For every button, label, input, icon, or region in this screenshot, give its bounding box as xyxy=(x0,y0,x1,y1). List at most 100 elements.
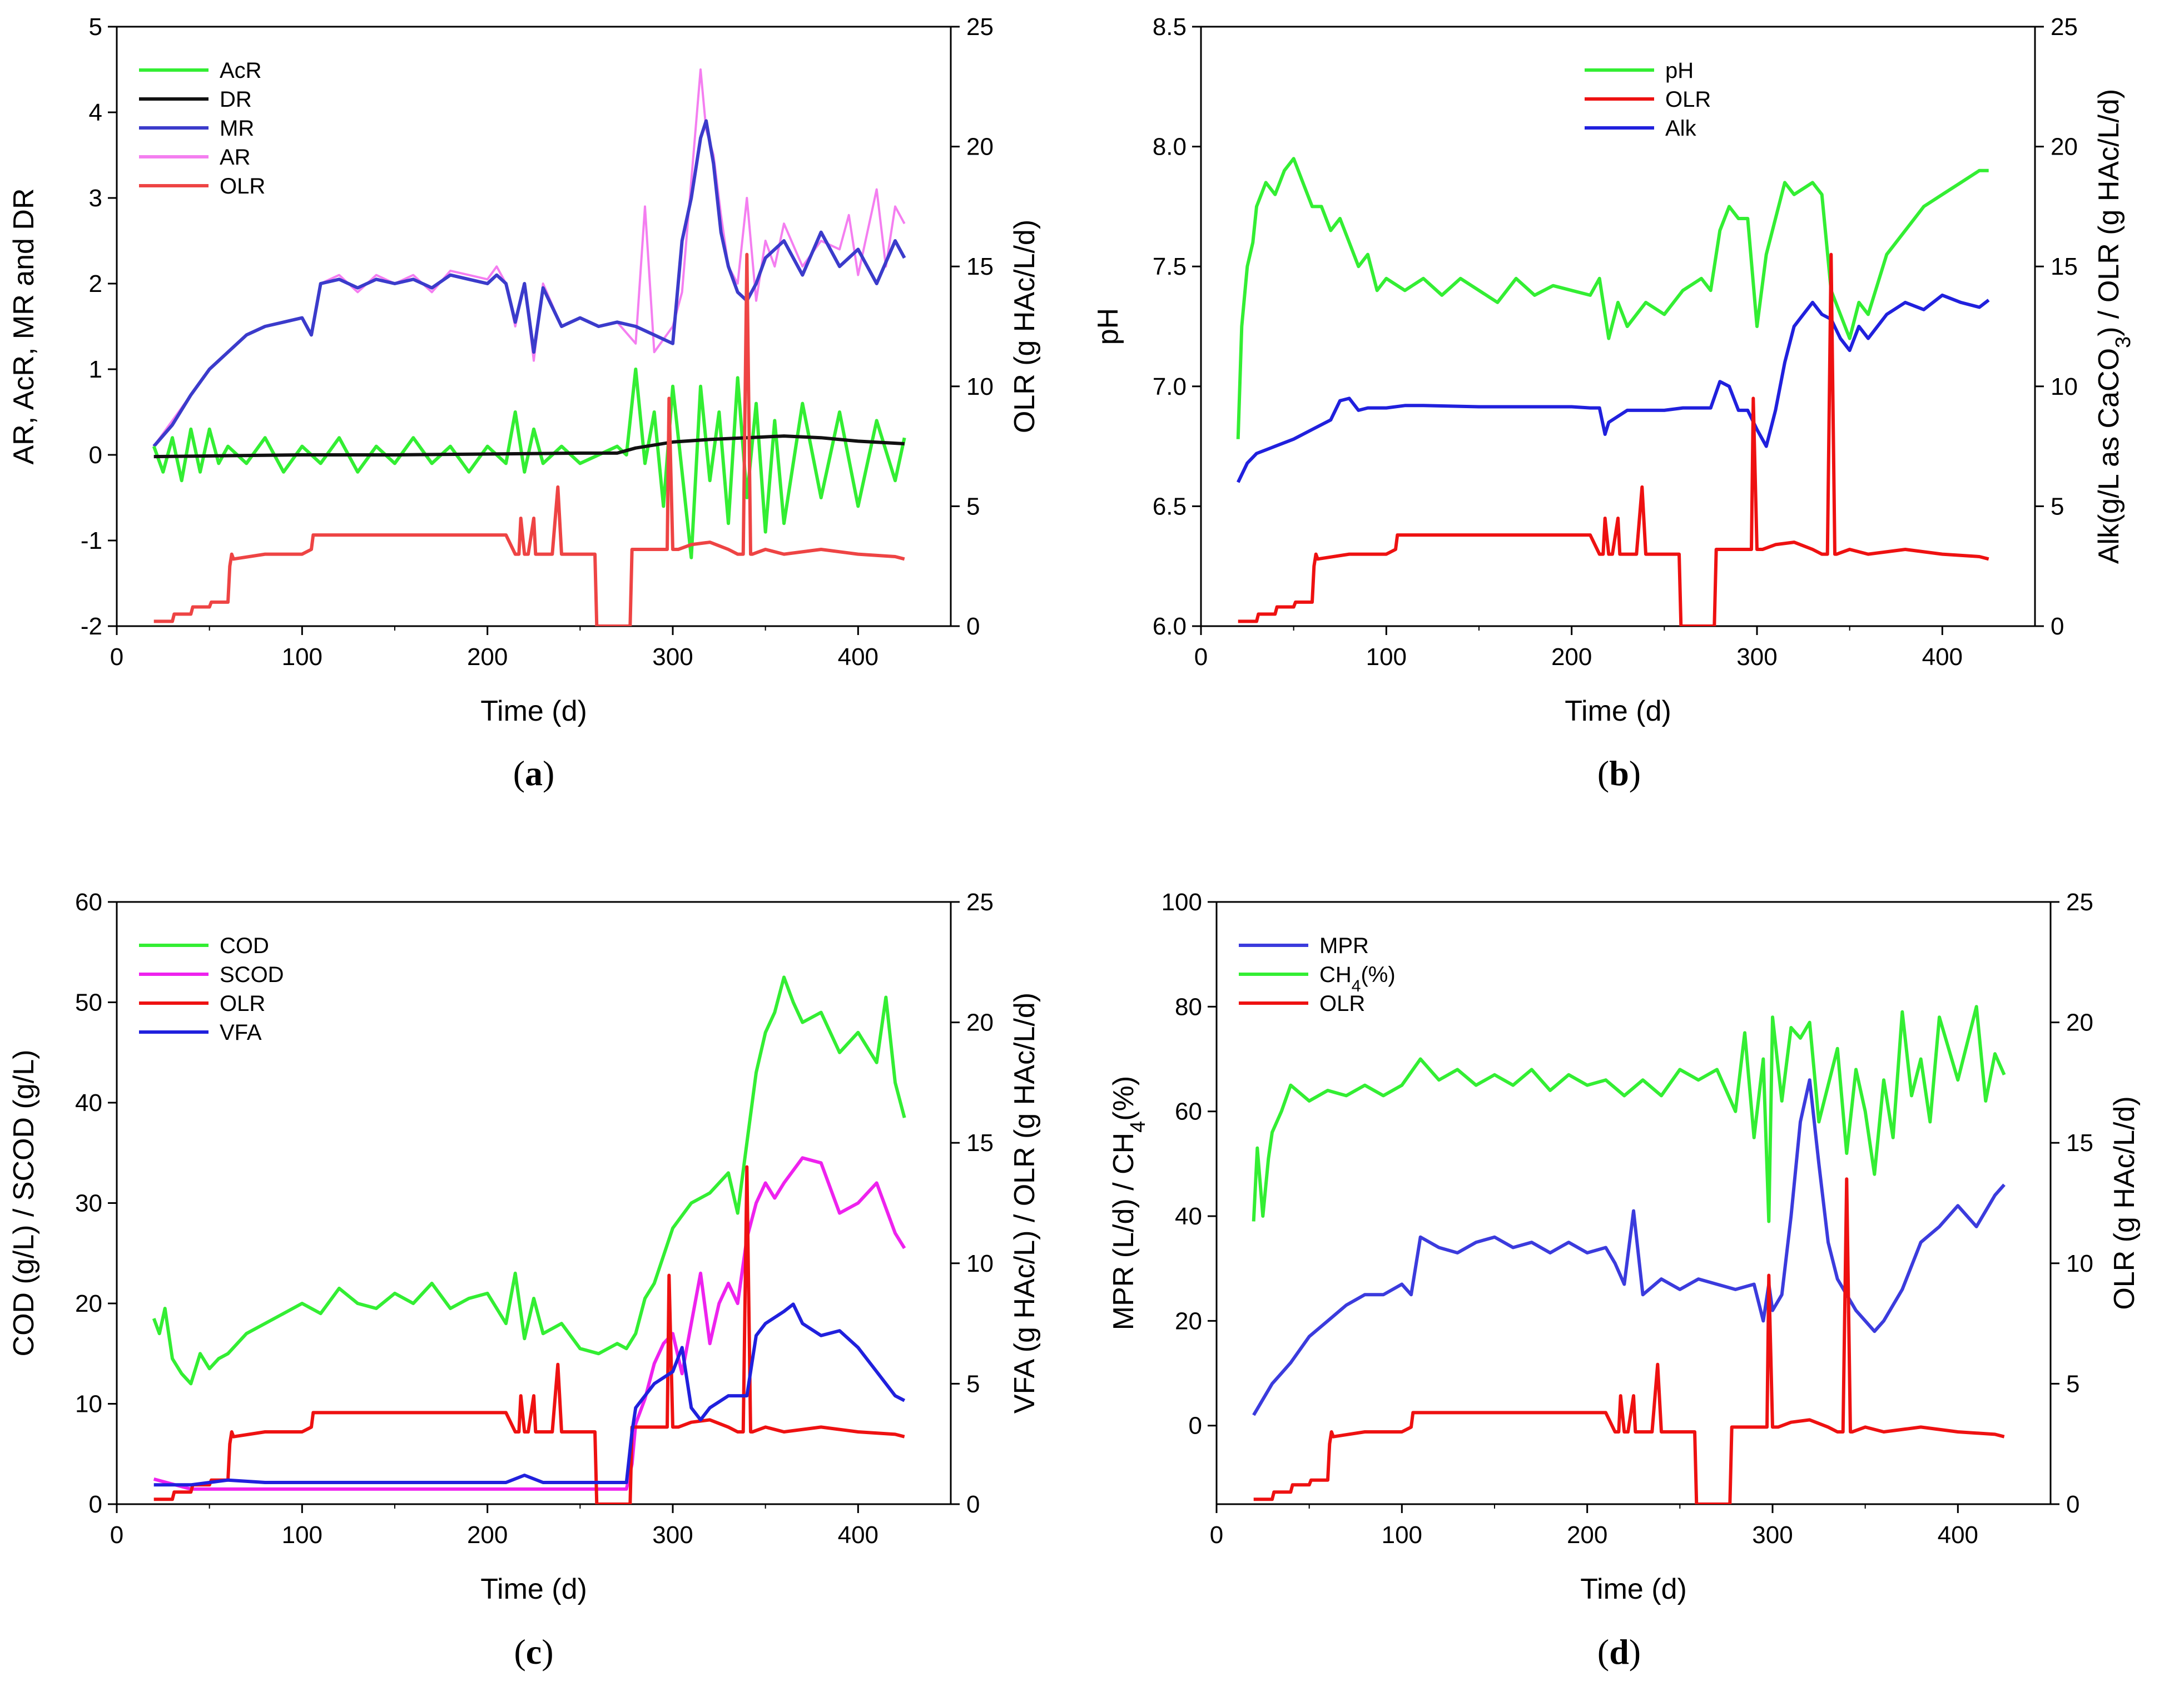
legend-label-ch4: CH4(%) xyxy=(1319,963,1396,995)
series-line-ph xyxy=(1236,157,1989,439)
series-line-vfa xyxy=(153,1302,906,1487)
y-left-tick-label: 0 xyxy=(1189,1412,1202,1440)
y-right-tick-label: 10 xyxy=(2051,373,2078,400)
x-tick-label: 0 xyxy=(1210,1521,1223,1549)
y-left-tick-label: 20 xyxy=(75,1290,102,1317)
y-right-axis-title: OLR (g HAc/L/d) xyxy=(2108,1096,2141,1310)
y-right-tick-label: 15 xyxy=(2051,253,2078,280)
y-left-tick-label: 80 xyxy=(1175,993,1202,1020)
legend: pH OLR Alk xyxy=(1585,58,1711,141)
panel-label: (b) xyxy=(1597,753,1641,793)
series-line-olr xyxy=(153,1165,905,1504)
legend-label-alk: Alk xyxy=(1665,116,1697,141)
series-line-olr xyxy=(1253,1177,2005,1504)
y-right-tick-label: 20 xyxy=(2066,1009,2093,1037)
y-right-tick-label: 0 xyxy=(2066,1491,2079,1518)
legend-label-olr: OLR xyxy=(220,174,265,199)
y-right-tick-label: 25 xyxy=(966,889,994,916)
x-tick-label: 0 xyxy=(1194,643,1208,671)
x-tick-label: 200 xyxy=(1567,1521,1607,1549)
y-right-tick-label: 20 xyxy=(966,133,994,161)
y-left-tick-label: 0 xyxy=(89,1491,102,1518)
y-left-tick-label: 5 xyxy=(89,13,102,41)
y-left-tick-label: 20 xyxy=(1175,1307,1202,1335)
legend-label-ph: pH xyxy=(1665,58,1694,83)
y-left-tick-label: 6.5 xyxy=(1153,493,1187,520)
x-tick-label: 400 xyxy=(1938,1521,1978,1549)
y-left-tick-label: 7.0 xyxy=(1153,373,1187,400)
y-right-tick-label: 5 xyxy=(2066,1370,2079,1397)
x-tick-label: 400 xyxy=(1922,643,1963,671)
chart-panel-c: 0 100 200 300 400 0 10 20 30 40 50 60 0 5 10 15 20 25 Time… xyxy=(8,889,1041,1672)
x-tick-label: 300 xyxy=(1736,643,1777,671)
y-left-tick-label: 2 xyxy=(89,270,102,297)
y-left-tick-label: 4 xyxy=(89,99,102,126)
x-axis-title: Time (d) xyxy=(1580,1573,1687,1605)
y-left-tick-label: 1 xyxy=(89,356,102,383)
x-axis-title: Time (d) xyxy=(480,695,587,727)
y-right-tick-label: 15 xyxy=(966,1129,994,1157)
y-right-axis-title: Alk(g/L as CaCO3) / OLR (g HAc/L/d) xyxy=(2093,89,2135,564)
series-line-mpr xyxy=(1252,1078,2006,1416)
y-left-tick-label: 40 xyxy=(1175,1203,1202,1230)
y-right-tick-label: 0 xyxy=(2051,613,2064,640)
y-right-tick-label: 25 xyxy=(2066,889,2093,916)
y-right-tick-label: 15 xyxy=(2066,1129,2093,1157)
legend: MPR CH4(%)OLR xyxy=(1239,934,1396,1016)
plot-frame xyxy=(1200,26,2036,627)
panel-label: (d) xyxy=(1597,1632,1641,1672)
y-left-tick-label: -2 xyxy=(81,613,102,640)
y-right-tick-label: 15 xyxy=(966,253,994,280)
x-axis-title: Time (d) xyxy=(480,1573,587,1605)
series-line-mr xyxy=(152,119,906,448)
x-tick-label: 100 xyxy=(282,643,322,671)
y-right-axis-title: VFA (g HAc/L) / OLR (g HAc/L/d) xyxy=(1009,993,1041,1414)
legend-label-olr: OLR xyxy=(1319,991,1365,1016)
y-right-tick-label: 10 xyxy=(2066,1250,2093,1277)
y-right-tick-label: 25 xyxy=(2051,13,2078,41)
y-left-tick-label: 10 xyxy=(75,1391,102,1418)
series-line-olr xyxy=(1238,252,1989,626)
y-right-tick-label: 10 xyxy=(966,1250,994,1277)
chart-panel-a: 0 100 200 300 400 -2 -1 0 1 2 3 4 5 0 5 10 15 20 25 Time (d… xyxy=(8,13,1041,793)
x-tick-label: 0 xyxy=(110,643,123,671)
series-line-dr xyxy=(153,434,905,459)
x-tick-label: 400 xyxy=(838,643,878,671)
y-left-tick-label: -1 xyxy=(81,527,102,554)
series-line-olr xyxy=(153,252,905,626)
y-left-tick-label: 3 xyxy=(89,185,102,212)
legend-label-olr: OLR xyxy=(1665,87,1711,112)
x-tick-label: 300 xyxy=(652,1521,693,1549)
y-left-tick-label: 40 xyxy=(75,1089,102,1117)
legend-label-acr: AcR xyxy=(220,58,262,83)
y-right-tick-label: 25 xyxy=(966,13,994,41)
legend-label-scod: SCOD xyxy=(220,963,284,987)
x-tick-label: 300 xyxy=(652,643,693,671)
y-right-tick-label: 5 xyxy=(2051,493,2064,520)
y-right-tick-label: 0 xyxy=(966,613,980,640)
y-left-tick-label: 50 xyxy=(75,989,102,1016)
series-line-alk xyxy=(1236,293,1990,483)
y-right-tick-label: 20 xyxy=(2051,133,2078,161)
y-right-axis-title: OLR (g HAc/L/d) xyxy=(1009,220,1041,433)
x-tick-label: 200 xyxy=(467,643,508,671)
y-left-tick-label: 7.5 xyxy=(1153,253,1187,280)
y-right-tick-label: 10 xyxy=(966,373,994,400)
series-line-acr xyxy=(152,368,906,559)
x-tick-label: 400 xyxy=(838,1521,878,1549)
panel-label: (a) xyxy=(513,753,555,793)
y-left-tick-label: 8.5 xyxy=(1153,13,1187,41)
series-line-ch4 xyxy=(1252,1005,2006,1223)
chart-panel-b: 0 100 200 300 400 6.0 6.5 7.0 7.5 8.0 8.5 0 5 10 15 20 2… xyxy=(1092,13,2135,793)
legend: COD SCOD OLR VFA xyxy=(139,934,284,1045)
legend-label-mr: MR xyxy=(220,116,254,141)
series-line-cod xyxy=(152,975,906,1386)
legend-label-ar: AR xyxy=(220,145,251,170)
y-left-tick-label: 60 xyxy=(1175,1098,1202,1125)
plot-frame xyxy=(116,26,952,627)
x-tick-label: 200 xyxy=(467,1521,508,1549)
x-tick-label: 300 xyxy=(1752,1521,1793,1549)
legend-label-olr: OLR xyxy=(220,991,265,1016)
x-tick-label: 200 xyxy=(1551,643,1592,671)
